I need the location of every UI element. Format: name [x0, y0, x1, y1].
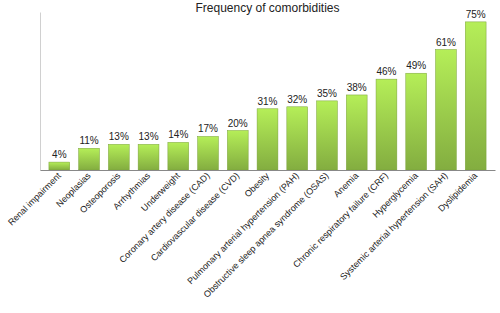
data-label: 31%	[257, 96, 277, 107]
bar	[317, 101, 338, 170]
data-labels: 4% 11% 13% 13% 14% 17% 20% 31% 32% 35% 38% 46% 49% 61…	[52, 9, 486, 160]
x-axis: Renal impairmentNeoplasiasOsteoporosisAr…	[6, 170, 495, 299]
data-label: 75%	[466, 9, 486, 20]
tick-label: Obesity	[242, 170, 271, 199]
data-label: 17%	[198, 123, 218, 134]
data-label: 38%	[347, 82, 367, 93]
tick: Systemic arterial hypertension (SAH)	[338, 171, 449, 282]
bar	[257, 109, 278, 170]
data-label: 4%	[52, 149, 67, 160]
x-axis-line	[41, 170, 496, 171]
tick: Pulmonary arterial hypertension (PAH)	[185, 171, 301, 287]
tick: Obesity	[242, 170, 271, 199]
chart: Frequency of comorbidities Renal impairme…	[0, 0, 500, 313]
data-label: 14%	[168, 129, 188, 140]
tick-label: Renal impairment	[6, 170, 63, 227]
data-label: 32%	[287, 94, 307, 105]
y-axis	[40, 13, 41, 171]
bar	[406, 73, 427, 170]
tick-label: Dyslipidemia	[436, 171, 479, 214]
tick: Dyslipidemia	[436, 171, 479, 214]
y-axis-line	[40, 13, 41, 171]
bar	[436, 50, 457, 170]
tick-label: Pulmonary arterial hypertension (PAH)	[185, 171, 301, 287]
bar	[108, 144, 129, 170]
tick-label: Systemic arterial hypertension (SAH)	[338, 171, 449, 282]
bar	[168, 142, 189, 170]
bar	[227, 131, 248, 171]
bar	[49, 162, 70, 170]
bar	[79, 148, 100, 170]
data-label: 13%	[109, 131, 129, 142]
tick-label: Obstructive sleep apnea syndrome (OSAS)	[202, 171, 331, 300]
bar	[465, 22, 486, 170]
tick: Obstructive sleep apnea syndrome (OSAS)	[202, 171, 331, 300]
bar	[346, 95, 367, 170]
tick-label: Chronic respiratory failure (CRF)	[291, 171, 390, 270]
data-label: 11%	[79, 135, 98, 146]
tick: Renal impairment	[6, 170, 63, 227]
tick-label: Anemia	[332, 171, 361, 200]
title: Frequency of comorbidities	[195, 1, 339, 15]
data-label: 13%	[139, 131, 159, 142]
tick: Anemia	[332, 171, 361, 200]
data-label: 35%	[317, 88, 337, 99]
bar	[198, 136, 219, 170]
tick: Chronic respiratory failure (CRF)	[291, 171, 390, 270]
data-label: 49%	[406, 60, 426, 71]
data-label: 20%	[228, 118, 248, 129]
data-label: 61%	[436, 37, 456, 48]
data-label: 46%	[376, 66, 396, 77]
bars	[49, 22, 486, 170]
bar	[138, 144, 159, 170]
bar	[376, 79, 397, 170]
bar	[287, 107, 308, 170]
